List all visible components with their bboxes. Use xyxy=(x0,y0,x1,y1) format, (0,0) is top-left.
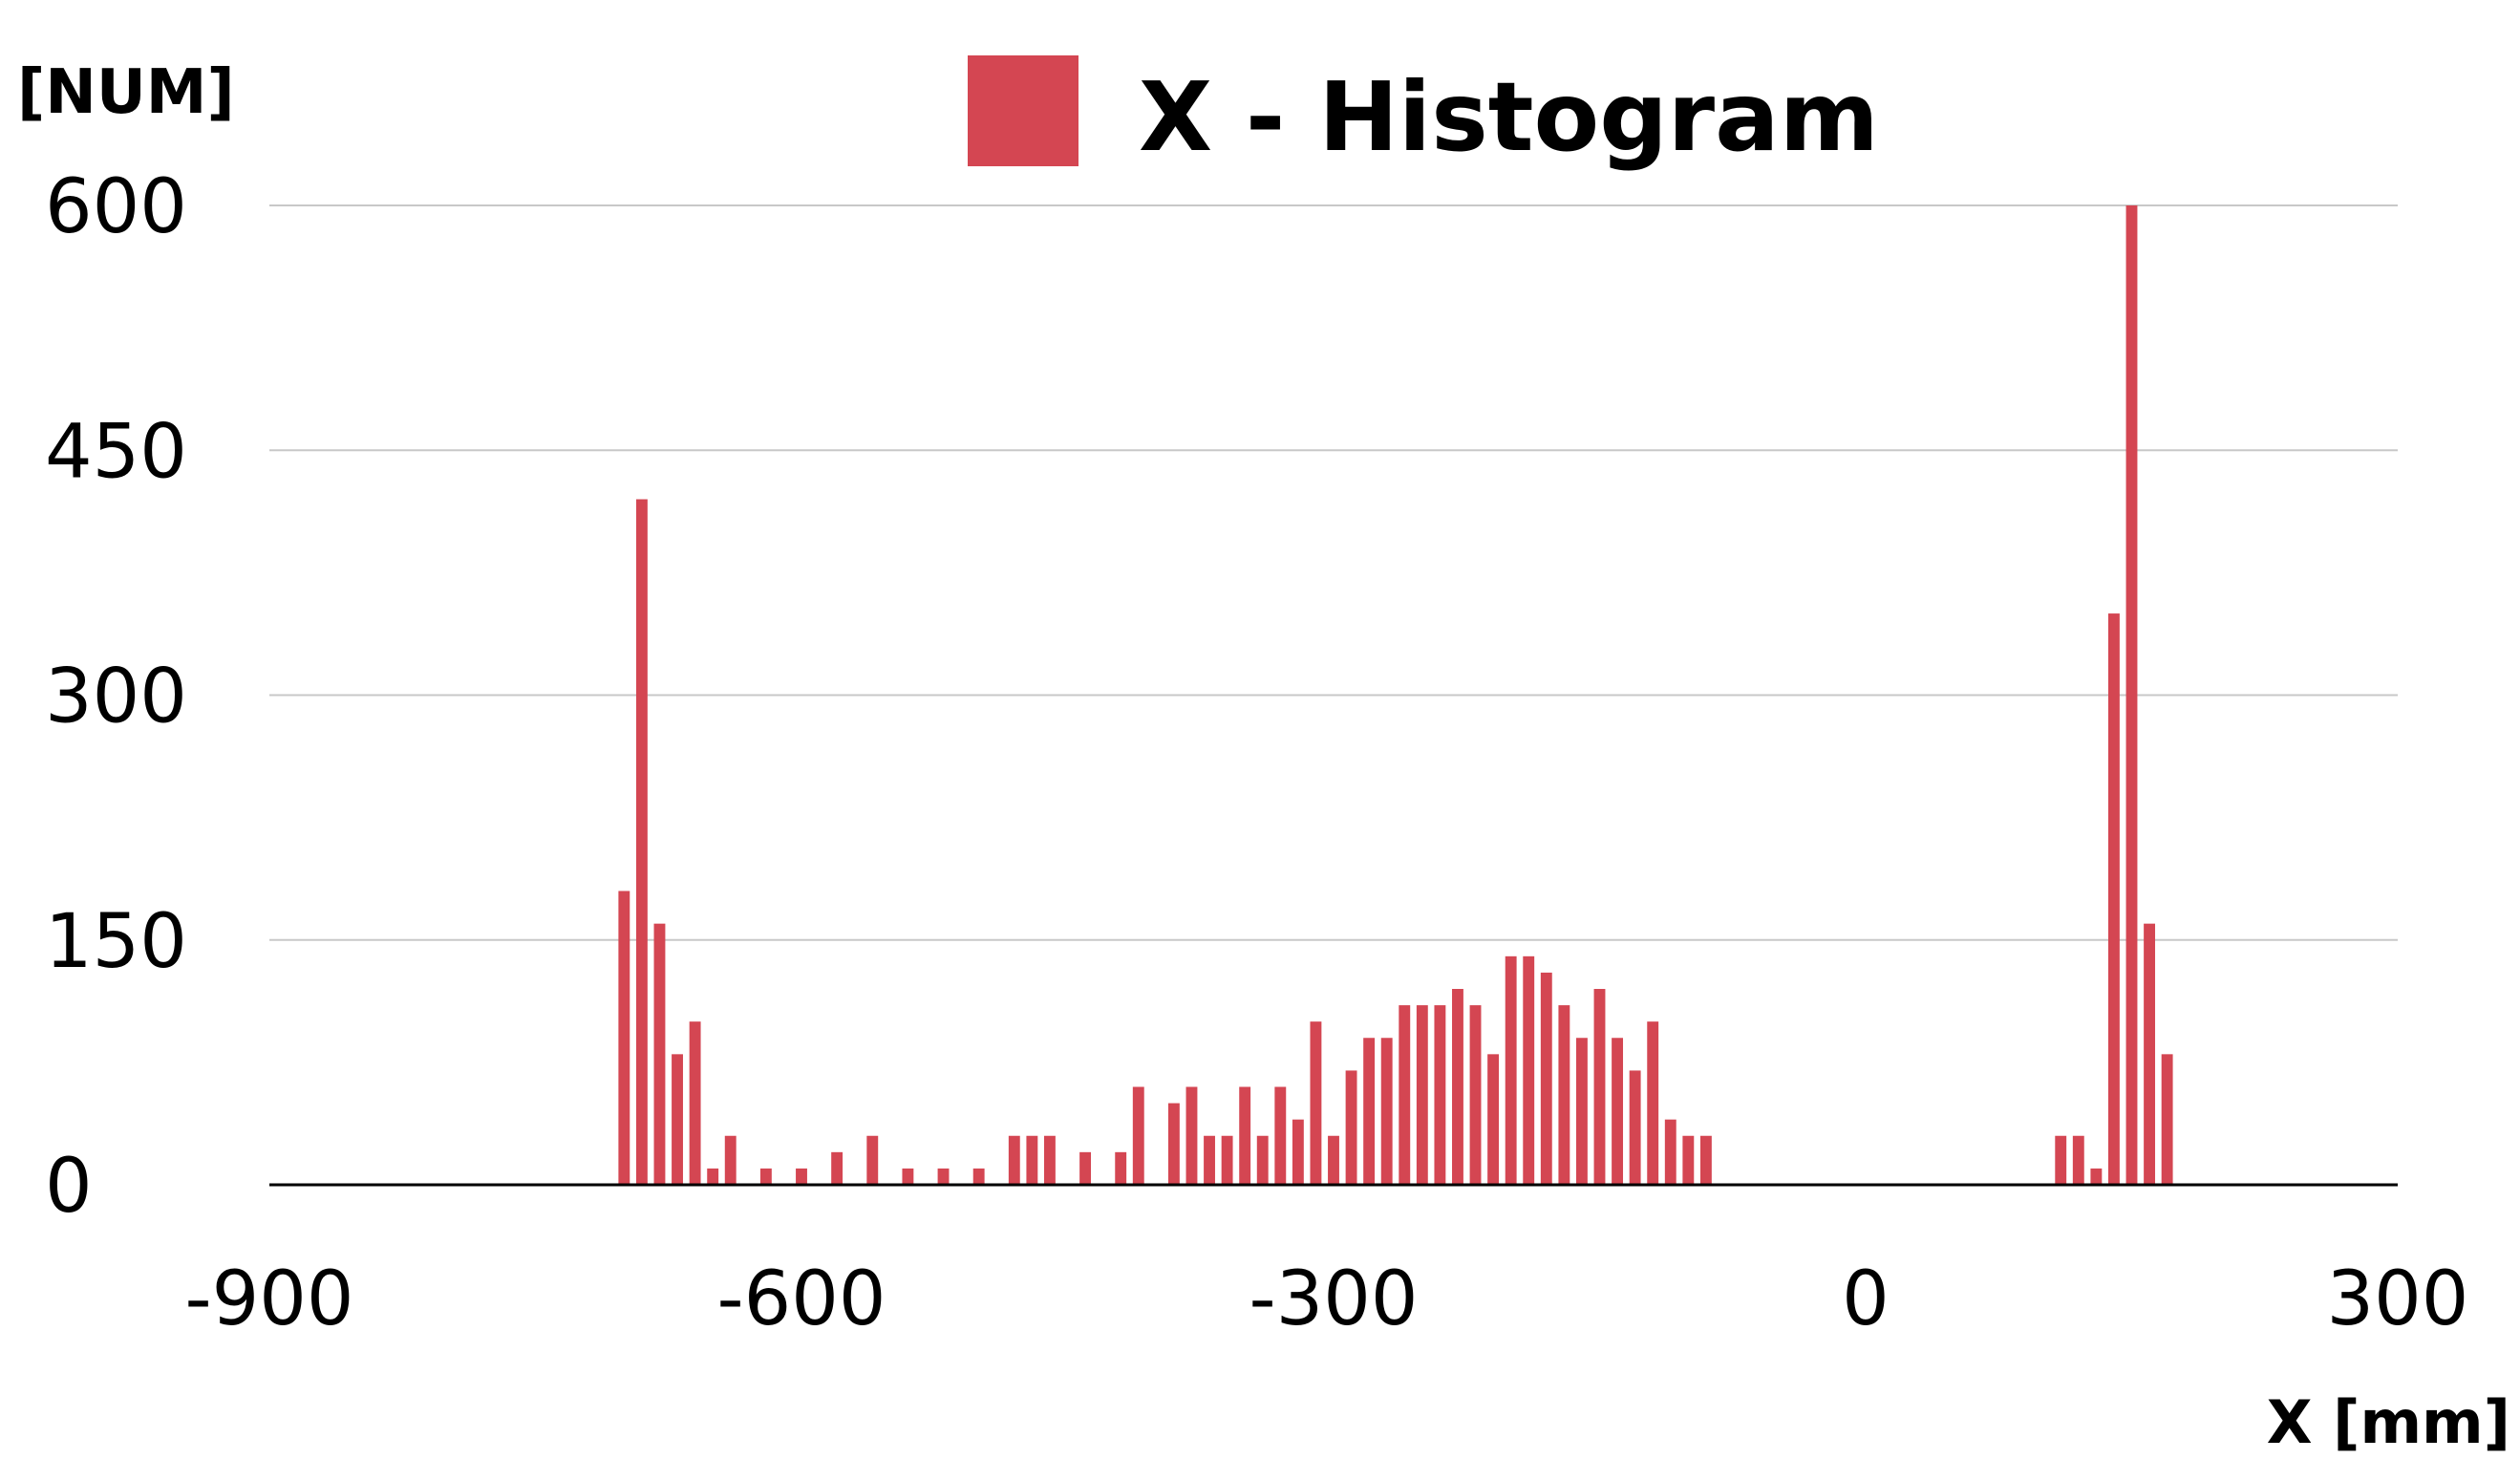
histogram-bar xyxy=(1239,1086,1251,1185)
y-tick-labels: 0 150 300 450 600 xyxy=(45,164,187,1230)
histogram-bar xyxy=(972,1168,985,1185)
histogram-bar xyxy=(1132,1086,1144,1185)
histogram-bar xyxy=(2107,613,2120,1185)
y-tick-label: 600 xyxy=(45,164,187,250)
histogram-bar xyxy=(1185,1086,1198,1185)
histogram-bar xyxy=(1221,1135,1233,1185)
histogram-bar xyxy=(2161,1054,2173,1185)
histogram-bar xyxy=(2144,923,2156,1185)
histogram-bar xyxy=(937,1168,950,1185)
histogram-bar xyxy=(796,1168,807,1185)
x-tick-label: 300 xyxy=(2327,1256,2469,1342)
grid-lines xyxy=(269,204,2398,941)
legend-swatch xyxy=(968,55,1078,166)
histogram-bar xyxy=(1434,1005,1446,1185)
histogram-bar xyxy=(2090,1168,2103,1185)
x-tick-label: -900 xyxy=(184,1256,353,1342)
histogram-bar xyxy=(1612,1038,1624,1185)
y-tick-label: 0 xyxy=(45,1144,93,1230)
histogram-bar xyxy=(902,1168,914,1185)
histogram-bar xyxy=(618,891,630,1185)
y-tick-label: 450 xyxy=(45,409,187,495)
histogram-bar xyxy=(1363,1038,1376,1185)
histogram-bar xyxy=(831,1151,844,1185)
legend-label: X - Histogram xyxy=(1139,61,1879,173)
histogram-bar xyxy=(672,1054,683,1185)
histogram-bar xyxy=(1416,1005,1428,1185)
y-tick-label: 300 xyxy=(45,655,187,740)
histogram-bar xyxy=(1310,1021,1322,1185)
histogram-bar xyxy=(1026,1135,1038,1185)
histogram-bar xyxy=(1558,1005,1570,1185)
histogram-bar xyxy=(1647,1021,1659,1185)
histogram-bar xyxy=(1699,1135,1712,1185)
histogram-bar xyxy=(1328,1135,1339,1185)
histogram-bars xyxy=(618,205,2173,1185)
histogram-bar xyxy=(1043,1135,1056,1185)
histogram-bar xyxy=(1629,1070,1641,1185)
histogram-bar xyxy=(2125,205,2138,1185)
x-tick-label: -300 xyxy=(1249,1256,1418,1342)
x-tick-label: 0 xyxy=(1842,1256,1890,1342)
histogram-bar xyxy=(1593,989,1606,1185)
histogram-bar xyxy=(1664,1119,1676,1185)
y-axis-label: [NUM] xyxy=(17,57,235,128)
histogram-bar xyxy=(1452,989,1463,1185)
histogram-bar xyxy=(1682,1135,1695,1185)
histogram-bar xyxy=(635,499,648,1185)
histogram-bar xyxy=(1292,1119,1304,1185)
histogram-bar xyxy=(724,1135,737,1185)
histogram-bar xyxy=(2055,1135,2067,1185)
histogram-bar xyxy=(1256,1135,1269,1185)
histogram-bar xyxy=(1399,1005,1411,1185)
legend: X - Histogram xyxy=(968,55,1879,173)
histogram-bar xyxy=(1079,1151,1092,1185)
histogram-bar xyxy=(1487,1054,1500,1185)
histogram-bar xyxy=(1523,955,1535,1185)
histogram-bar xyxy=(1167,1103,1180,1185)
histogram-bar xyxy=(866,1135,879,1185)
histogram-bar xyxy=(1469,1005,1482,1185)
x-tick-labels: -900 -600 -300 0 300 xyxy=(184,1256,2468,1342)
histogram-bar xyxy=(653,923,666,1185)
histogram-bar xyxy=(1380,1038,1393,1185)
x-axis-label: X [mm] xyxy=(2267,1387,2510,1457)
histogram-bar xyxy=(707,1168,719,1185)
histogram-bar xyxy=(1008,1135,1020,1185)
y-tick-label: 150 xyxy=(45,899,187,985)
histogram-bar xyxy=(1274,1086,1287,1185)
histogram-bar xyxy=(1204,1135,1215,1185)
histogram-bar xyxy=(1345,1070,1357,1185)
histogram-bar xyxy=(1540,972,1552,1185)
histogram-bar xyxy=(759,1168,772,1185)
x-tick-label: -600 xyxy=(716,1256,886,1342)
histogram-bar xyxy=(1575,1038,1588,1185)
histogram-bar xyxy=(1505,955,1517,1185)
histogram-bar xyxy=(1115,1151,1127,1185)
histogram-bar xyxy=(689,1021,701,1185)
histogram-bar xyxy=(2072,1135,2084,1185)
